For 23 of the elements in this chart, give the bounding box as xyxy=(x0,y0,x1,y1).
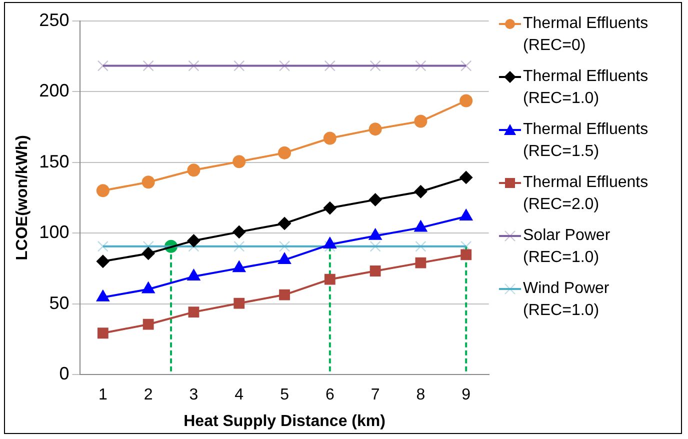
y-tick-label: 100 xyxy=(39,222,70,242)
y-tick-label: 150 xyxy=(39,151,70,172)
legend-label: Wind Power (REC=1.0) xyxy=(523,279,610,321)
x-axis-title: Heat Supply Distance (km) xyxy=(184,412,386,430)
x-tick-label: 7 xyxy=(370,386,380,404)
legend-label: Thermal Effluents (REC=1.0) xyxy=(523,67,650,109)
x-tick-label: 9 xyxy=(462,386,471,404)
legend-label: Solar Power (REC=1.0) xyxy=(523,226,612,268)
x-tick-label: 8 xyxy=(416,386,426,404)
x-tick-label: 3 xyxy=(189,386,198,404)
y-tick-label: 0 xyxy=(59,364,70,384)
x-tick-label: 4 xyxy=(234,386,244,404)
legend-label: Thermal Effluents (REC=1.5) xyxy=(523,120,650,162)
y-tick-label: 50 xyxy=(49,292,70,313)
y-axis-title: LCOE(won/kWh) xyxy=(14,135,32,260)
x-tick-label: 6 xyxy=(325,386,334,404)
legend-label: Thermal Effluents (REC=0) xyxy=(523,14,650,56)
legend-label: Thermal Effluents (REC=2.0) xyxy=(523,173,650,215)
x-tick-label: 1 xyxy=(98,386,108,404)
y-tick-label: 200 xyxy=(39,80,70,101)
x-tick-label: 5 xyxy=(280,386,290,404)
x-tick-label: 2 xyxy=(144,386,153,404)
y-tick-label: 250 xyxy=(39,10,70,30)
